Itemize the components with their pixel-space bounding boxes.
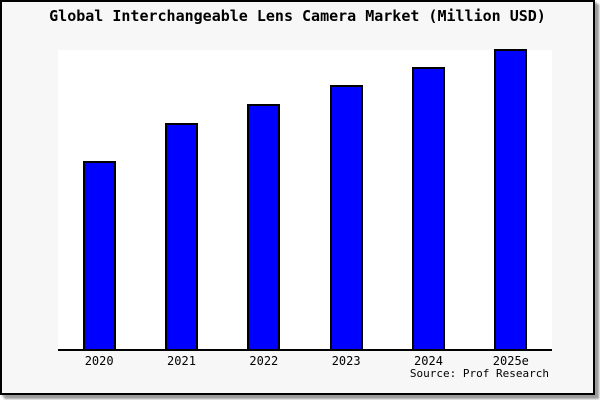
chart-frame: Global Interchangeable Lens Camera Marke… — [0, 0, 595, 395]
bar-2021 — [165, 123, 198, 349]
x-axis-label: 2023 — [331, 354, 361, 368]
x-axis-label: 2022 — [249, 354, 279, 368]
bar-2020 — [82, 161, 116, 349]
plot-area — [58, 49, 552, 351]
source-credit: Source: Prof Research — [409, 367, 549, 380]
bar-2022 — [247, 104, 281, 349]
x-axis-labels: 2020 2021 2022 2023 2024 2025e — [58, 354, 552, 370]
x-axis-label: 2020 — [84, 354, 114, 368]
bar-2025e — [494, 49, 528, 349]
bar-2024 — [412, 67, 445, 349]
chart-title: Global Interchangeable Lens Camera Marke… — [49, 7, 546, 25]
x-axis-label: 2025e — [492, 354, 529, 368]
x-axis-label: 2024 — [414, 354, 443, 368]
bar-2023 — [329, 85, 363, 349]
x-axis-label: 2021 — [167, 354, 196, 368]
